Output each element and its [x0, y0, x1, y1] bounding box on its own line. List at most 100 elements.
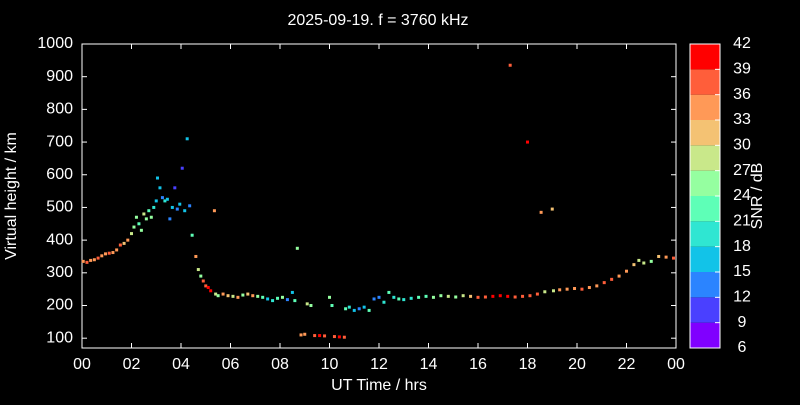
- data-point: [303, 332, 307, 336]
- colorbar-band: [690, 196, 720, 222]
- data-point: [521, 294, 525, 298]
- colorbar-band: [690, 69, 720, 95]
- data-point: [461, 294, 465, 298]
- data-point: [271, 299, 275, 303]
- data-point: [402, 298, 406, 302]
- data-point: [342, 335, 346, 339]
- data-point: [85, 260, 89, 264]
- y-tick-label: 600: [46, 166, 73, 183]
- data-point: [251, 294, 255, 298]
- data-point: [168, 217, 172, 221]
- data-point: [637, 258, 641, 262]
- data-point: [372, 297, 376, 301]
- data-point: [111, 251, 115, 255]
- x-tick-label: 16: [469, 356, 487, 373]
- colorbar-tick-label: 33: [733, 111, 751, 128]
- data-point: [212, 209, 216, 213]
- data-point: [180, 166, 184, 170]
- data-point: [144, 217, 148, 221]
- data-point: [226, 294, 230, 298]
- data-point: [558, 288, 562, 292]
- data-point: [132, 225, 136, 229]
- data-point: [104, 252, 108, 256]
- data-point: [241, 293, 245, 297]
- data-point: [632, 263, 636, 267]
- y-axis-label: Virtual height / km: [3, 132, 20, 260]
- colorbar-tick-label: 39: [733, 61, 751, 78]
- data-point: [155, 176, 159, 180]
- data-point: [318, 334, 322, 338]
- colorbar-band: [690, 297, 720, 323]
- data-point: [498, 294, 502, 298]
- data-point: [357, 307, 361, 311]
- colorbar-label: SNR / dB: [749, 163, 766, 230]
- data-point: [367, 308, 371, 312]
- data-point: [92, 258, 96, 262]
- data-point: [526, 140, 529, 144]
- data-point: [256, 294, 260, 298]
- data-point: [439, 294, 443, 298]
- data-point: [328, 295, 331, 299]
- data-point: [185, 137, 189, 141]
- data-point: [209, 289, 213, 293]
- data-point: [188, 204, 192, 208]
- data-point: [173, 186, 177, 190]
- chart-title: 2025-09-19. f = 3760 kHz: [287, 12, 468, 29]
- data-point: [332, 335, 336, 339]
- data-point: [543, 290, 547, 294]
- colorbar-tick-label: 12: [733, 289, 751, 306]
- data-point: [170, 205, 174, 209]
- data-point: [149, 215, 153, 219]
- data-point: [446, 294, 450, 298]
- x-tick-label: 04: [172, 356, 190, 373]
- data-point: [154, 199, 158, 203]
- data-point: [417, 295, 421, 299]
- x-tick-label: 00: [667, 356, 685, 373]
- data-point: [214, 292, 218, 296]
- data-point: [649, 259, 653, 263]
- data-point: [528, 294, 532, 298]
- colorbar-tick-label: 9: [738, 314, 747, 331]
- data-point: [565, 287, 569, 291]
- data-point: [595, 284, 599, 288]
- data-point: [424, 294, 428, 298]
- data-point: [625, 269, 628, 273]
- data-point: [551, 289, 555, 293]
- y-tick-label: 1000: [37, 35, 73, 52]
- data-point: [89, 258, 93, 262]
- data-point: [617, 274, 621, 278]
- data-point: [409, 296, 413, 300]
- data-point: [305, 302, 309, 306]
- data-point: [204, 284, 208, 288]
- data-point: [152, 205, 156, 209]
- y-tick-label: 200: [46, 297, 73, 314]
- data-point: [309, 304, 313, 308]
- data-point: [160, 196, 164, 200]
- x-tick-label: 00: [73, 356, 91, 373]
- colorbar-tick-label: 21: [733, 213, 751, 230]
- data-point: [107, 251, 111, 255]
- y-tick-label: 400: [46, 231, 73, 248]
- data-point: [190, 233, 194, 237]
- data-point: [573, 287, 577, 291]
- x-tick-label: 22: [618, 356, 636, 373]
- data-point: [183, 209, 187, 213]
- colorbar-tick-label: 18: [733, 238, 751, 255]
- data-point: [81, 259, 85, 263]
- x-tick-label: 18: [519, 356, 537, 373]
- colorbar-tick-label: 6: [738, 339, 747, 356]
- data-point: [126, 238, 130, 242]
- data-point: [506, 294, 510, 298]
- data-point: [483, 295, 487, 299]
- data-point: [642, 261, 646, 265]
- data-point: [382, 300, 386, 304]
- data-point: [587, 286, 591, 290]
- data-point: [163, 199, 167, 203]
- data-point: [147, 209, 151, 213]
- data-point: [602, 281, 606, 285]
- data-point: [158, 186, 162, 190]
- data-point: [535, 292, 539, 296]
- data-point: [362, 305, 366, 309]
- y-tick-label: 900: [46, 68, 73, 85]
- data-point: [397, 297, 401, 301]
